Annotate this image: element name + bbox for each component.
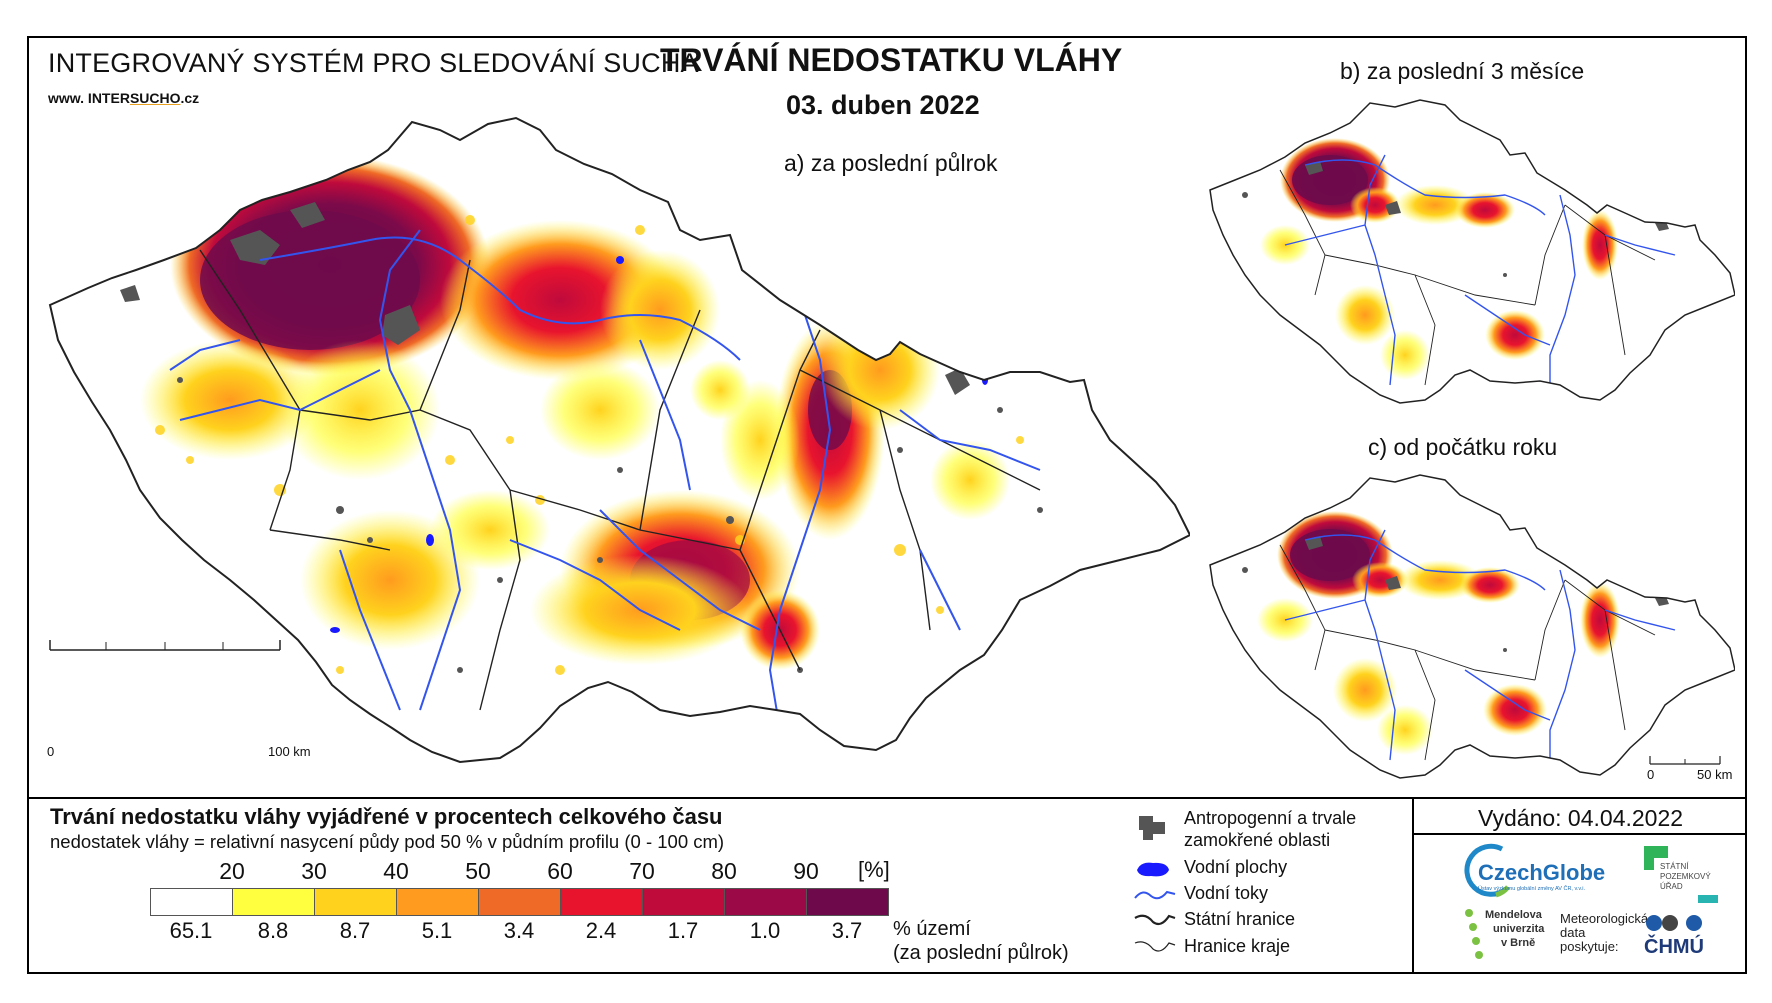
mendel-line-3: v Brně xyxy=(1501,937,1536,949)
spu-accent xyxy=(1698,895,1718,903)
region-border-symbol xyxy=(1134,941,1176,952)
meteo-line-2: data xyxy=(1560,925,1586,940)
legend-area-pct: 8.8 xyxy=(257,918,289,943)
spu-line-2: POZEMKOVÝ xyxy=(1660,872,1711,881)
url-suffix: .cz xyxy=(180,90,200,106)
url-brand: SUCHO xyxy=(129,90,181,106)
czechglobe-sub: Ústav výzkumu globální změny AV ČR, v.v.… xyxy=(1478,886,1585,892)
legend-area-pct: 1.0 xyxy=(749,918,781,943)
chmu-name: ČHMÚ xyxy=(1644,936,1704,958)
legend-title: Trvání nedostatku vláhy vyjádřené v proc… xyxy=(50,804,723,829)
legend-pct-period: (za poslední půlrok) xyxy=(893,942,1069,964)
anthropogenic-symbol xyxy=(1139,816,1165,840)
spu-logo xyxy=(1644,846,1668,870)
anthropogenic-label-2: zamokřené oblasti xyxy=(1184,830,1331,850)
main-scale-bar xyxy=(49,640,281,651)
czechglobe-name: CzechGlobe xyxy=(1478,860,1606,885)
state-border-label: Státní hranice xyxy=(1184,909,1296,929)
legend-swatch xyxy=(150,888,233,916)
meteo-line-3: poskytuje: xyxy=(1560,939,1619,954)
czechglobe-logo xyxy=(1464,843,1510,898)
mendel-line-1: Mendelova xyxy=(1485,909,1542,921)
legend-swatch xyxy=(396,888,479,916)
legend-swatch xyxy=(314,888,397,916)
url-prefix: www. INTER xyxy=(48,90,130,106)
map-panel-c xyxy=(1209,474,1735,779)
legend-swatch xyxy=(560,888,643,916)
main-map xyxy=(49,117,1190,763)
legend-area-pct: 3.7 xyxy=(831,918,863,943)
legend-threshold: 70 xyxy=(629,858,655,884)
region-border-label: Hranice kraje xyxy=(1184,936,1291,956)
issued-date: Vydáno: 04.04.2022 xyxy=(1478,805,1684,831)
small-scale-bar xyxy=(1649,756,1721,765)
anthropogenic-label-1: Antropogenní a trvale xyxy=(1184,808,1357,828)
main-scale-start: 0 xyxy=(47,744,55,759)
legend-threshold: 50 xyxy=(465,858,491,884)
map-date: 03. duben 2022 xyxy=(786,90,980,120)
legend-swatch xyxy=(478,888,561,916)
rivers-label: Vodní toky xyxy=(1184,883,1269,903)
mendel-logo xyxy=(1465,909,1483,959)
issued-divider xyxy=(1412,797,1414,974)
legend-threshold: 30 xyxy=(301,858,327,884)
legend-threshold: 90 xyxy=(793,858,819,884)
legend-threshold: 40 xyxy=(383,858,409,884)
spu-line-1: STÁTNÍ xyxy=(1660,862,1689,871)
rivers-symbol xyxy=(1134,890,1176,900)
meteo-line-1: Meteorologická xyxy=(1560,911,1649,926)
legend-swatch xyxy=(232,888,315,916)
main-scale-end: 100 km xyxy=(268,744,311,759)
legend-pct-label: % území xyxy=(893,918,971,940)
legend-threshold: 60 xyxy=(547,858,573,884)
spu-line-3: ÚŘAD xyxy=(1660,882,1683,891)
legend-area-pct: 65.1 xyxy=(169,918,213,943)
legend-threshold: 20 xyxy=(219,858,245,884)
mendel-text: Mendelova univerzita v Brně xyxy=(1485,908,1544,950)
legend-threshold: 80 xyxy=(711,858,737,884)
system-url[interactable]: www. INTERSUCHO.cz xyxy=(48,90,199,106)
panel-b-label: b) za poslední 3 měsíce xyxy=(1340,58,1585,84)
mendel-line-2: univerzita xyxy=(1493,923,1545,935)
panel-c-label: c) od počátku roku xyxy=(1368,434,1558,460)
legend-unit: [%] xyxy=(858,857,890,882)
panel-a-label: a) za poslední půlrok xyxy=(784,150,998,176)
system-title: INTEGROVANÝ SYSTÉM PRO SLEDOVÁNÍ SUCHA xyxy=(48,48,699,78)
legend-swatch xyxy=(724,888,807,916)
legend-area-pct: 5.1 xyxy=(421,918,453,943)
water-bodies-symbol xyxy=(1137,862,1169,877)
legend-swatch xyxy=(806,888,889,916)
legend-area-pct: 2.4 xyxy=(585,918,617,943)
map-title: TRVÁNÍ NEDOSTATKU VLÁHY xyxy=(660,42,1123,78)
legend-swatch xyxy=(642,888,725,916)
state-border-symbol xyxy=(1134,914,1176,926)
spu-text: STÁTNÍ POZEMKOVÝ ÚŘAD xyxy=(1660,862,1711,892)
legend-area-pct: 3.4 xyxy=(503,918,535,943)
small-scale-end: 50 km xyxy=(1697,767,1733,782)
legend-subtitle: nedostatek vláhy = relativní nasycení pů… xyxy=(50,831,725,852)
legend-area-pct: 8.7 xyxy=(339,918,371,943)
water-bodies-label: Vodní plochy xyxy=(1184,857,1288,877)
map-panel-b xyxy=(1209,99,1735,404)
legend-area-pct: 1.7 xyxy=(667,918,699,943)
legend-divider xyxy=(27,797,1747,799)
chmu-logo xyxy=(1646,915,1702,931)
meteo-text: Meteorologická data poskytuje: xyxy=(1560,912,1648,954)
issued-line xyxy=(1412,833,1747,835)
small-scale-start: 0 xyxy=(1647,767,1655,782)
